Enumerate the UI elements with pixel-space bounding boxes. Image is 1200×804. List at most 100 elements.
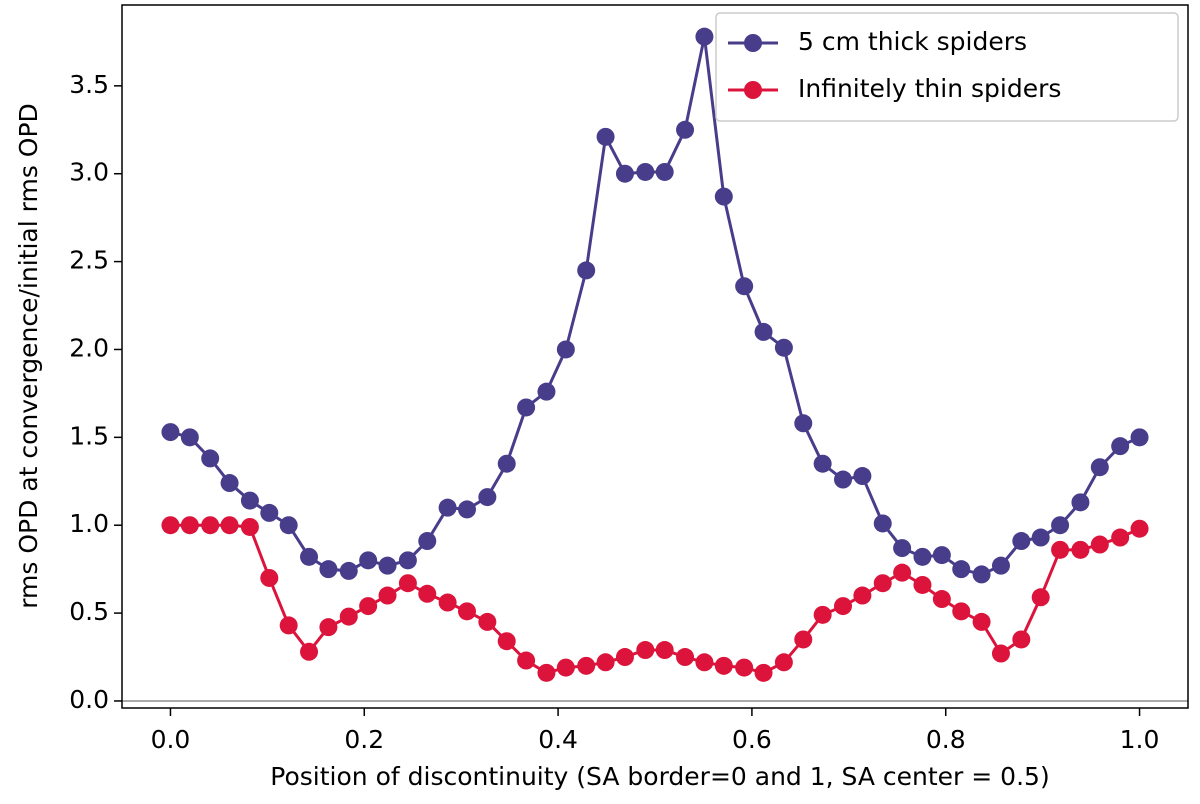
data-point — [517, 651, 536, 670]
data-point — [853, 586, 872, 605]
legend-marker — [744, 34, 762, 52]
data-point — [339, 561, 358, 580]
data-point — [972, 565, 991, 584]
data-point — [478, 488, 497, 507]
data-point — [913, 575, 932, 594]
data-point — [615, 648, 634, 667]
data-point — [972, 612, 991, 631]
data-point — [319, 560, 338, 579]
data-point — [1031, 528, 1050, 547]
y-tick-label: 3.5 — [69, 70, 109, 99]
data-point — [220, 516, 239, 535]
data-point — [676, 120, 695, 139]
data-point — [517, 398, 536, 417]
data-point — [834, 597, 853, 616]
y-tick-label: 0.0 — [69, 685, 109, 714]
data-point — [457, 500, 476, 519]
y-tick-label: 1.0 — [69, 509, 109, 538]
data-point — [418, 532, 437, 551]
legend-label: 5 cm thick spiders — [798, 27, 1027, 56]
data-point — [813, 454, 832, 473]
data-point — [161, 516, 180, 535]
data-point — [438, 498, 457, 517]
data-point — [398, 551, 417, 570]
data-point — [615, 164, 634, 183]
data-point — [1090, 535, 1109, 554]
data-point — [794, 414, 813, 433]
data-point — [418, 584, 437, 603]
data-point — [1130, 428, 1149, 447]
data-point — [438, 593, 457, 612]
y-tick-label: 3.0 — [69, 158, 109, 187]
data-point — [913, 547, 932, 566]
data-point — [873, 514, 892, 533]
data-point — [596, 653, 615, 672]
x-tick-label: 0.2 — [344, 725, 384, 754]
legend-marker — [744, 81, 762, 99]
x-tick-label: 1.0 — [1120, 725, 1160, 754]
data-point — [378, 586, 397, 605]
data-point — [240, 517, 259, 536]
data-point — [1130, 519, 1149, 538]
data-point — [300, 642, 319, 661]
data-point — [676, 648, 695, 667]
data-point — [991, 556, 1010, 575]
data-point — [279, 616, 298, 635]
legend-label: Infinitely thin spiders — [798, 74, 1061, 103]
y-tick-label: 0.5 — [69, 597, 109, 626]
data-point — [240, 491, 259, 510]
data-point — [1051, 540, 1070, 559]
data-point — [774, 653, 793, 672]
data-point — [655, 641, 674, 660]
data-point — [201, 516, 220, 535]
data-point — [398, 574, 417, 593]
x-tick-label: 0.4 — [538, 725, 578, 754]
data-point — [735, 658, 754, 677]
data-point — [596, 127, 615, 146]
data-point — [1031, 588, 1050, 607]
plot-frame — [121, 4, 1189, 709]
data-point — [478, 612, 497, 631]
data-point — [735, 277, 754, 296]
data-point — [655, 162, 674, 181]
data-point — [932, 590, 951, 609]
data-point — [774, 338, 793, 357]
data-point — [893, 563, 912, 582]
x-tick-label: 0.8 — [926, 725, 966, 754]
data-point — [853, 467, 872, 486]
data-point — [1051, 516, 1070, 535]
data-point — [577, 656, 596, 675]
data-point — [378, 556, 397, 575]
data-point — [695, 653, 714, 672]
data-point — [300, 547, 319, 566]
data-point — [180, 428, 199, 447]
data-point — [201, 449, 220, 468]
y-tick-label: 2.5 — [69, 246, 109, 275]
data-point — [497, 632, 516, 651]
data-point — [991, 644, 1010, 663]
y-tick-label: 2.0 — [69, 333, 109, 362]
data-point — [556, 658, 575, 677]
data-point — [952, 560, 971, 579]
legend-box — [715, 12, 1179, 122]
data-point — [359, 597, 378, 616]
x-tick-label: 0.6 — [732, 725, 772, 754]
data-point — [636, 162, 655, 181]
y-axis-label: rms OPD at convergence/initial rms OPD — [14, 103, 43, 609]
data-point — [497, 454, 516, 473]
data-point — [754, 663, 773, 682]
data-point — [1012, 532, 1031, 551]
data-point — [695, 27, 714, 46]
data-point — [1071, 540, 1090, 559]
data-point — [556, 340, 575, 359]
data-point — [1111, 528, 1130, 547]
data-point — [1071, 493, 1090, 512]
data-point — [279, 516, 298, 535]
y-tick-label: 1.5 — [69, 421, 109, 450]
data-point — [537, 382, 556, 401]
x-axis-label: Position of discontinuity (SA border=0 a… — [270, 762, 1049, 791]
data-point — [1012, 630, 1031, 649]
data-point — [834, 470, 853, 489]
data-point — [319, 618, 338, 637]
